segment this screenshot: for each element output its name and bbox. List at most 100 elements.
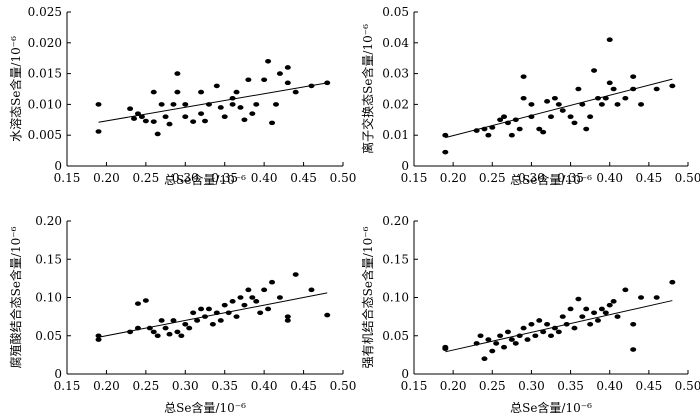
data-point <box>528 102 535 107</box>
x-tick-label: 0.35 <box>557 379 584 393</box>
data-point <box>166 331 173 337</box>
data-point <box>630 86 637 92</box>
x-tick-label: 0.50 <box>675 171 700 185</box>
data-point <box>591 310 598 316</box>
data-point <box>269 279 276 285</box>
data-point <box>504 329 511 335</box>
data-point <box>630 74 637 79</box>
data-point <box>134 111 141 116</box>
data-point <box>265 58 272 64</box>
data-point <box>630 347 637 352</box>
data-point <box>292 89 299 95</box>
data-point <box>174 71 181 76</box>
data-point <box>182 321 189 327</box>
y-tick-label: 0 <box>401 367 409 381</box>
data-point <box>540 329 547 335</box>
data-point <box>544 321 551 327</box>
x-tick-label: 0.35 <box>211 379 238 393</box>
data-point <box>638 102 645 107</box>
data-point <box>245 287 252 293</box>
data-point <box>190 119 197 124</box>
data-point <box>571 120 578 126</box>
data-point <box>653 295 660 300</box>
data-point <box>540 129 547 135</box>
data-point <box>324 80 331 86</box>
x-tick-label: 0.20 <box>440 171 467 185</box>
data-point <box>134 325 141 331</box>
data-point <box>575 296 582 302</box>
x-tick-label: 0.50 <box>330 379 357 393</box>
data-point <box>669 83 676 89</box>
data-point <box>150 119 157 124</box>
data-point <box>253 102 260 107</box>
data-point <box>269 120 276 126</box>
y-tick-label: 0.20 <box>382 214 409 228</box>
y-tick-label: 0.05 <box>382 329 409 343</box>
data-point <box>473 128 480 133</box>
data-point <box>170 318 177 323</box>
data-point <box>481 356 488 362</box>
data-point <box>158 318 165 323</box>
data-point <box>536 126 543 132</box>
data-point <box>504 120 511 126</box>
data-point <box>265 306 272 312</box>
x-tick-label: 0.30 <box>172 379 199 393</box>
data-point <box>497 117 504 123</box>
x-tick-label: 0.45 <box>635 379 662 393</box>
data-point <box>237 105 244 110</box>
data-point <box>253 299 260 304</box>
data-point <box>594 318 601 323</box>
data-point <box>598 306 605 312</box>
data-point <box>587 321 594 327</box>
x-tick-label: 0.50 <box>675 379 700 393</box>
data-point <box>610 86 617 92</box>
data-point <box>131 116 138 121</box>
data-point <box>512 117 519 123</box>
trendline <box>98 82 328 123</box>
x-tick-label: 0.45 <box>635 171 662 185</box>
data-point <box>284 80 291 86</box>
x-tick-label: 0.40 <box>251 379 278 393</box>
x-tick-label: 0.40 <box>596 171 623 185</box>
data-point <box>481 126 488 132</box>
data-point <box>174 89 181 95</box>
data-point <box>493 341 500 346</box>
data-point <box>610 299 617 304</box>
data-point <box>563 321 570 327</box>
trendline <box>445 300 673 353</box>
x-tick-label: 0.30 <box>518 379 545 393</box>
data-point <box>528 321 535 327</box>
data-point <box>154 333 161 339</box>
data-point <box>146 325 153 331</box>
data-point <box>559 314 566 319</box>
data-point <box>292 272 299 277</box>
y-axis-label: 强有机结合态Se含量/10⁻⁶ <box>360 226 375 368</box>
data-point <box>489 348 496 354</box>
data-point <box>324 312 331 318</box>
data-point <box>158 102 165 107</box>
data-point <box>162 114 169 120</box>
data-point <box>516 126 523 132</box>
data-point <box>669 279 676 285</box>
y-tick-label: 0.15 <box>382 252 409 266</box>
data-point <box>614 314 621 319</box>
data-point <box>512 341 519 346</box>
x-tick-label: 0.15 <box>54 379 81 393</box>
data-point <box>583 126 590 132</box>
y-tick-label: 0.04 <box>382 36 409 50</box>
y-tick-label: 0.05 <box>35 329 62 343</box>
x-tick-label: 0.15 <box>401 171 428 185</box>
data-point <box>591 68 598 73</box>
x-axis-label: 总Se含量/10⁻⁶ <box>510 400 592 415</box>
data-point <box>202 314 208 319</box>
data-point <box>485 337 492 342</box>
data-point <box>276 71 283 76</box>
y-tick-label: 0 <box>401 159 409 173</box>
panel-water-soluble-se: 0.15 0.20 0.25 0.30 0.35 0.40 0.45 0.50 0 0.005 0.… <box>8 5 356 187</box>
data-point <box>548 333 554 339</box>
x-tick-label: 0.15 <box>54 171 81 185</box>
data-point <box>95 129 102 134</box>
data-point <box>579 314 586 319</box>
y-tick-label: 0.015 <box>28 67 62 81</box>
